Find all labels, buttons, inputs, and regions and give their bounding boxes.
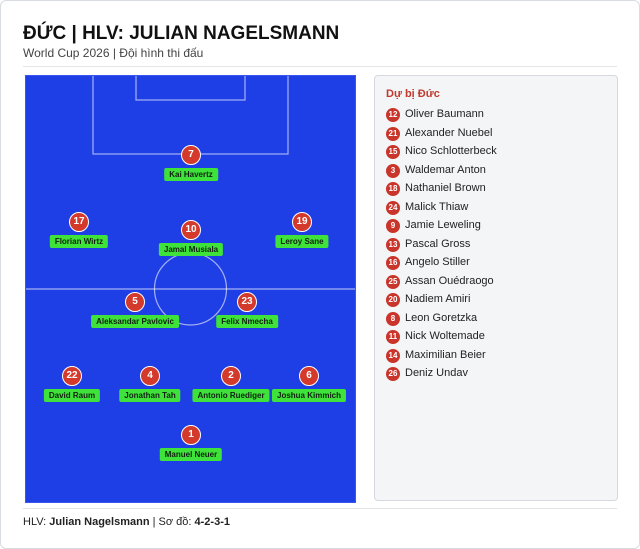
bench-name: Pascal Gross: [405, 237, 471, 250]
bench-number: 20: [386, 293, 400, 307]
formation-label: Sơ đồ:: [158, 516, 192, 528]
bench-number: 15: [386, 145, 400, 159]
player-name: Florian Wirtz: [49, 235, 109, 248]
bench-name: Nadiem Amiri: [405, 293, 471, 305]
bench-name: Angelo Stiller: [405, 256, 470, 268]
bench-name: Assan Ouédraogo: [405, 274, 494, 287]
player-number: 10: [181, 220, 201, 240]
bench-number: 14: [386, 348, 400, 363]
player-name: Felix Nmecha: [216, 315, 278, 328]
bench-number: 12: [386, 108, 400, 122]
player-number: 1: [181, 425, 201, 445]
bench-name: Nathaniel Brown: [405, 182, 486, 194]
bench-number: 16: [386, 256, 400, 270]
player-name: Aleksandar Pavlovic: [91, 315, 179, 328]
bench-number: 3: [386, 163, 400, 178]
bench-number: 8: [386, 311, 400, 326]
coach: Julian Nagelsmann: [49, 516, 150, 528]
bench-number: 26: [386, 367, 400, 381]
separator: |: [152, 516, 156, 528]
bench-name: Alexander Nuebel: [405, 126, 493, 139]
bench-number: 13: [386, 237, 400, 252]
player-number: 23: [237, 292, 257, 312]
player-number: 17: [69, 212, 89, 232]
player-name: Jonathan Tah: [119, 389, 181, 402]
divider: [23, 508, 617, 509]
bench-name: Oliver Baumann: [405, 108, 484, 120]
player-name: Jamal Musiala: [158, 243, 224, 256]
player-name: Leroy Sane: [275, 235, 329, 248]
bench-name: Nick Woltemade: [405, 330, 485, 342]
bench-name: Nico Schlotterbeck: [405, 145, 497, 157]
player-name: Joshua Kimmich: [271, 389, 347, 402]
divider: [23, 66, 617, 67]
player-number: 2: [221, 366, 241, 386]
subtitle: World Cup 2026 | Đội hình thi đấu: [23, 46, 204, 60]
bench-name: Waldemar Anton: [405, 163, 486, 176]
bench-title: Dự bị Đức: [386, 88, 440, 100]
bench-name: Leon Goretzka: [405, 311, 478, 324]
player-number: 22: [62, 366, 82, 386]
bench-number: 21: [386, 126, 400, 141]
bench-name: Malick Thiaw: [405, 200, 469, 213]
player-name: Manuel Neuer: [159, 448, 223, 461]
bench-number: 24: [386, 200, 400, 215]
player-name: Antonio Ruediger: [192, 389, 270, 402]
bench-panel: Dự bị Đức 12 Oliver Baumann 21 Alexander Nu…: [374, 75, 618, 501]
player-number: 6: [299, 366, 319, 386]
bench-number: 9: [386, 219, 400, 233]
bench-number: 18: [386, 182, 400, 196]
player-number: 5: [125, 292, 145, 312]
coach-label: HLV:: [23, 516, 47, 528]
bench-number: 11: [386, 330, 400, 344]
bench-name: Maximilian Beier: [405, 348, 486, 361]
formation: 4-2-3-1: [194, 516, 230, 528]
player-number: 4: [140, 366, 160, 386]
player-number: 19: [292, 212, 312, 232]
player-number: 7: [181, 145, 201, 165]
player-name: Kai Havertz: [164, 168, 218, 181]
pitch: 7 Kai Havertz 17 Florian Wirtz 10 Jamal Musia…: [25, 75, 356, 503]
bench-name: Jamie Leweling: [405, 219, 481, 231]
footer: HLV: Julian Nagelsmann | Sơ đồ: 4-2-3-1: [23, 516, 230, 528]
title: ĐỨC | HLV: JULIAN NAGELSMANN: [23, 23, 340, 44]
bench-name: Deniz Undav: [405, 367, 468, 379]
bench-number: 25: [386, 274, 400, 289]
player-name: David Raum: [43, 389, 101, 402]
